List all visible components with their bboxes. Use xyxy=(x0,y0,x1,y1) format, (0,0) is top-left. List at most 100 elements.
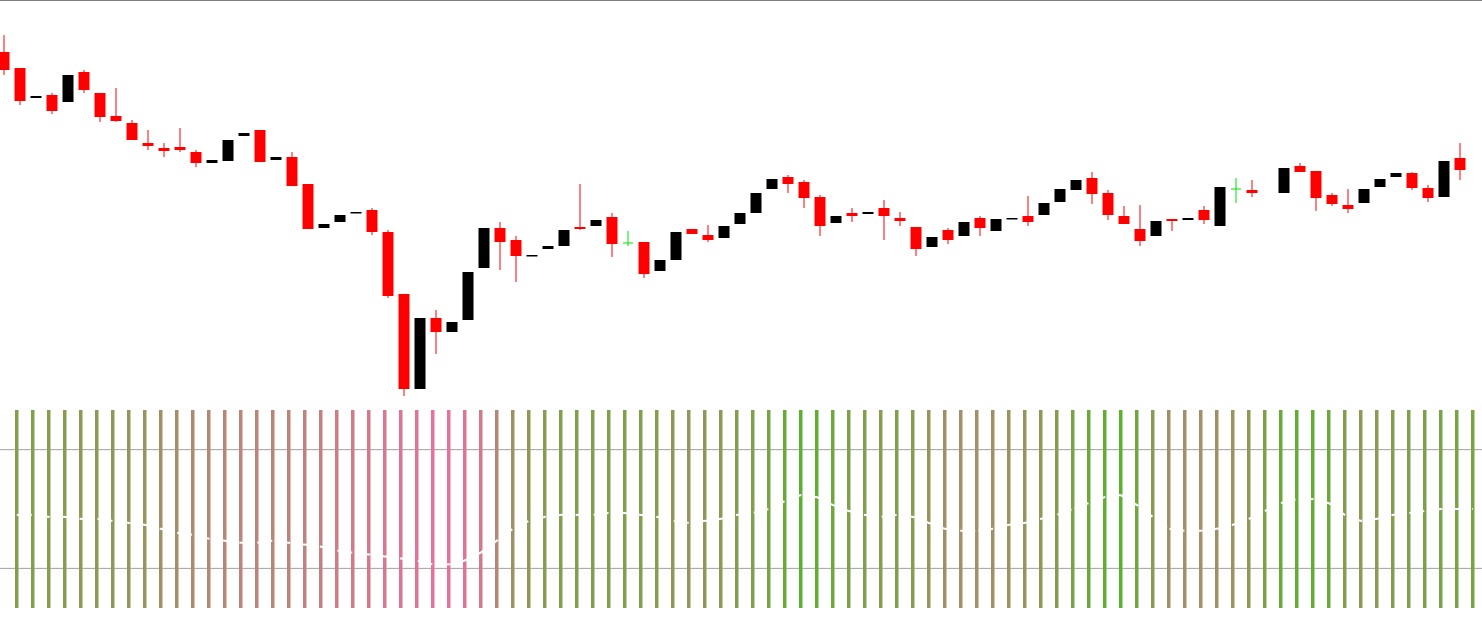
candle-body xyxy=(910,227,922,249)
candle-body xyxy=(574,227,586,229)
oscillator-bar xyxy=(879,410,883,608)
oscillator-bar xyxy=(1247,410,1251,608)
candle-body xyxy=(942,230,954,240)
oscillator-bar xyxy=(399,410,403,608)
candle-body xyxy=(734,213,746,224)
candle-body xyxy=(510,240,522,256)
candle-body xyxy=(766,179,778,189)
oscillator-bar xyxy=(335,410,339,608)
oscillator-bar xyxy=(47,410,51,608)
candle-body xyxy=(670,232,682,260)
oscillator-bar xyxy=(79,410,83,608)
oscillator-bar xyxy=(1343,410,1347,608)
candle-body xyxy=(254,130,266,162)
candle-body xyxy=(1278,168,1290,193)
oscillator-bar xyxy=(943,410,947,608)
oscillator-bar xyxy=(319,410,323,608)
oscillator-bar xyxy=(511,410,515,608)
oscillator-bar xyxy=(415,410,419,608)
candle-body xyxy=(702,235,714,240)
oscillator-bar xyxy=(751,410,755,608)
oscillator-bar xyxy=(927,410,931,608)
oscillator-bar xyxy=(1183,410,1187,608)
oscillator-bar xyxy=(543,410,547,608)
oscillator-bar xyxy=(735,410,739,608)
oscillator-bar xyxy=(447,410,451,608)
oscillator-bar xyxy=(1295,410,1299,608)
oscillator-bar xyxy=(975,410,979,608)
candle-body xyxy=(30,96,42,98)
candle-body xyxy=(1198,210,1210,220)
candle-body xyxy=(750,193,762,213)
candle-body xyxy=(1390,173,1402,177)
oscillator-bar xyxy=(895,410,899,608)
oscillator-bar xyxy=(143,410,147,608)
oscillator-bar xyxy=(1135,410,1139,608)
candle-body xyxy=(382,232,394,296)
candle-body xyxy=(302,184,314,229)
candle-body xyxy=(1102,193,1114,215)
oscillator-bar xyxy=(991,410,995,608)
candle-body xyxy=(1454,158,1466,170)
oscillator-bar xyxy=(703,410,707,608)
oscillator-bar xyxy=(207,410,211,608)
candle-body xyxy=(990,219,1002,231)
oscillator-bar xyxy=(1327,410,1331,608)
oscillator-bar xyxy=(575,410,579,608)
oscillator-bar xyxy=(1103,410,1107,608)
candle-body xyxy=(1246,190,1258,193)
oscillator-bar xyxy=(1167,410,1171,608)
oscillator-bar xyxy=(639,410,643,608)
oscillator-bar xyxy=(1151,410,1155,608)
candle-body xyxy=(1038,203,1050,215)
candle-body xyxy=(1070,180,1082,190)
oscillator-bar xyxy=(607,410,611,608)
candle-body xyxy=(654,260,666,271)
candle-body xyxy=(1422,188,1434,198)
candle-body xyxy=(894,218,906,221)
candle-body xyxy=(542,246,554,249)
oscillator-bar xyxy=(159,410,163,608)
oscillator-bar xyxy=(863,410,867,608)
candle-body xyxy=(238,133,250,136)
candle-body xyxy=(974,218,986,228)
candle-body xyxy=(46,95,58,111)
candle-body xyxy=(1358,189,1370,203)
candle-body xyxy=(430,318,442,332)
oscillator-bar xyxy=(271,410,275,608)
candle-body xyxy=(958,222,970,236)
oscillator-bar xyxy=(799,410,803,608)
candle-body xyxy=(1118,216,1130,224)
candle-body xyxy=(62,75,74,102)
candle-body xyxy=(126,123,138,140)
candle-body xyxy=(1342,205,1354,209)
candle-body xyxy=(1150,221,1162,236)
oscillator-bar xyxy=(815,410,819,608)
candle-body xyxy=(110,116,122,121)
candle-body xyxy=(190,152,202,163)
oscillator-bar xyxy=(831,410,835,608)
candle-body xyxy=(846,213,858,216)
candle-body xyxy=(478,228,490,268)
candle-body xyxy=(14,68,26,101)
candle-body xyxy=(798,182,810,198)
candle-body xyxy=(286,157,298,186)
oscillator-bar xyxy=(687,410,691,608)
candle-body xyxy=(1166,219,1178,221)
oscillator-line xyxy=(16,494,1473,566)
candle-body xyxy=(0,52,10,70)
oscillator-bar xyxy=(1279,410,1283,608)
oscillator-bar xyxy=(623,410,627,608)
oscillator-bar xyxy=(1231,410,1235,608)
candle-body xyxy=(158,148,170,151)
candle-body xyxy=(830,216,842,223)
candle-body xyxy=(782,177,794,184)
oscillator-bar xyxy=(655,410,659,608)
candle-body xyxy=(1182,218,1194,220)
oscillator-bar xyxy=(1407,410,1411,608)
oscillator-bar xyxy=(1215,410,1219,608)
oscillator-bar xyxy=(1359,410,1363,608)
